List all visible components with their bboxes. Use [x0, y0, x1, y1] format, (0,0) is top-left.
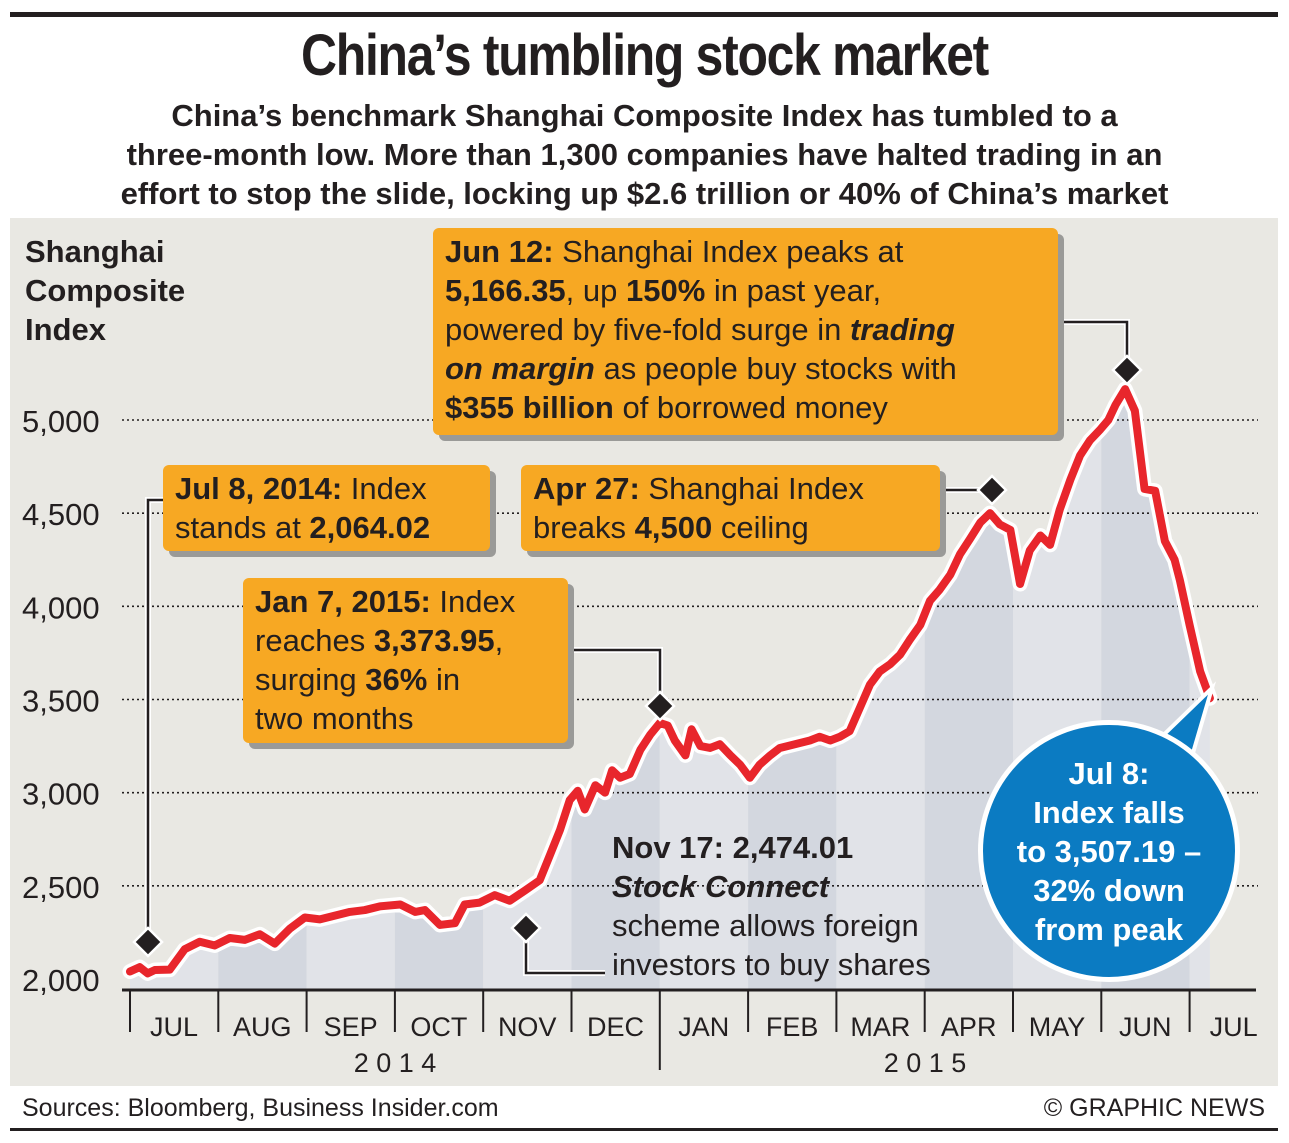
y-tick-label: 4,000: [22, 590, 100, 625]
annotation-jun12: Jun 12: Shanghai Index peaks at 5,166.35…: [433, 228, 1058, 435]
y-tick-label: 3,500: [22, 684, 100, 719]
connector-line: [568, 648, 662, 706]
x-tick-label: MAR: [850, 1012, 910, 1042]
marker-diamond: [510, 912, 542, 944]
x-tick-label: JUL: [1210, 1012, 1258, 1042]
annotation-jul8-2015-bubble: Jul 8: Index falls to 3,507.19 – 32% dow…: [978, 720, 1240, 982]
year-label: 2 0 1 5: [884, 1048, 967, 1078]
subtitle-line: three-month low. More than 1,300 compani…: [126, 137, 1163, 172]
sources: Sources: Bloomberg, Business Insider.com: [22, 1094, 499, 1122]
connector-line: [146, 498, 163, 942]
connector-outline: [1058, 319, 1130, 370]
y-tick-label: 4,500: [22, 497, 100, 532]
bottom-rule: [10, 1128, 1278, 1131]
connector-outline: [145, 497, 163, 942]
annotation-apr27: Apr 27: Shanghai Index breaks 4,500 ceil…: [521, 465, 940, 551]
x-tick-label: JUL: [150, 1012, 198, 1042]
x-tick-label: APR: [941, 1012, 997, 1042]
x-tick-label: NOV: [498, 1012, 557, 1042]
marker-diamond: [644, 690, 676, 722]
marker-diamond: [976, 474, 1008, 506]
marker-diamond: [1111, 354, 1143, 386]
y-axis-title: Shanghai Composite Index: [25, 234, 186, 347]
x-tick-label: OCT: [410, 1012, 467, 1042]
x-tick-label: AUG: [233, 1012, 292, 1042]
marker-diamond: [132, 926, 164, 958]
x-tick-label: FEB: [766, 1012, 819, 1042]
subtitle-line: effort to stop the slide, locking up $2.…: [120, 176, 1169, 211]
page-title: China’s tumbling stock market: [301, 23, 989, 88]
annotation-jan7: Jan 7, 2015: Index reaches 3,373.95, sur…: [243, 578, 568, 743]
x-tick-label: SEP: [324, 1012, 378, 1042]
x-tick-label: JAN: [678, 1012, 729, 1042]
y-tick-label: 3,000: [22, 777, 100, 812]
x-tick-label: MAY: [1029, 1012, 1086, 1042]
year-label: 2 0 1 4: [354, 1048, 437, 1078]
top-rule: [10, 12, 1278, 17]
y-tick-label: 2,000: [22, 963, 100, 998]
x-tick-label: JUN: [1119, 1012, 1172, 1042]
connector-outline: [568, 647, 663, 706]
credit: © GRAPHIC NEWS: [1043, 1094, 1265, 1122]
annotation-nov17: Nov 17: 2,474.01 Stock Connect scheme al…: [612, 830, 931, 982]
annotation-jul8-2014: Jul 8, 2014: Index stands at 2,064.02: [163, 465, 490, 551]
y-tick-label: 2,500: [22, 870, 100, 905]
x-tick-label: DEC: [587, 1012, 644, 1042]
connector-line: [1058, 320, 1129, 370]
annotation-date: Jun 12:: [445, 234, 554, 269]
y-tick-label: 5,000: [22, 404, 100, 439]
subtitle-line: China’s benchmark Shanghai Composite Ind…: [171, 98, 1118, 133]
